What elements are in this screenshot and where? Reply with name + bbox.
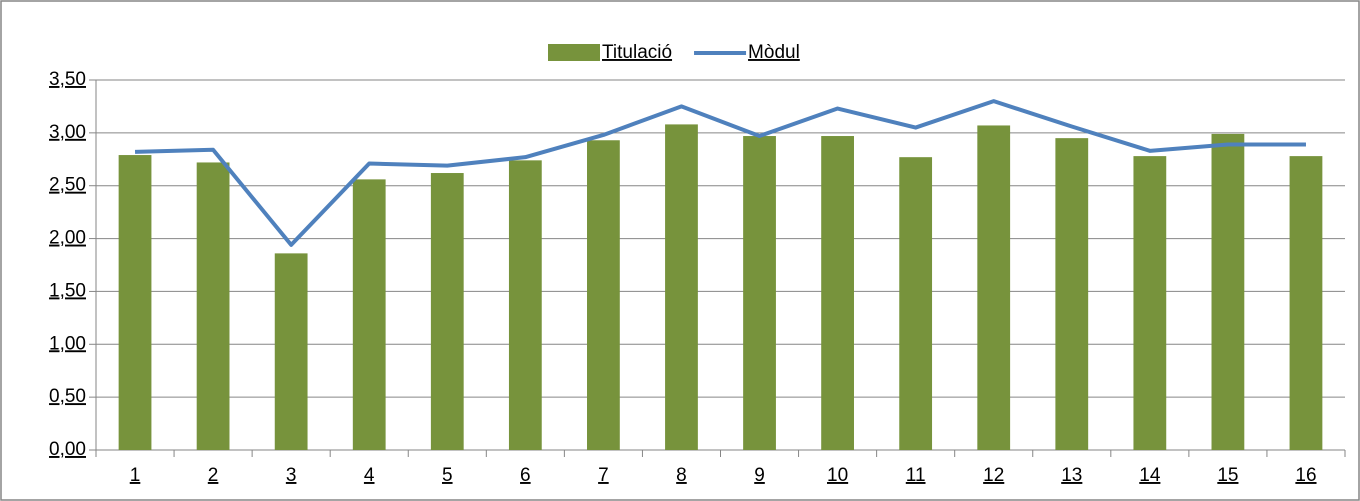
y-tick-label: 1,00 bbox=[49, 333, 86, 354]
x-tick-label: 6 bbox=[520, 465, 531, 486]
x-tick-label: 14 bbox=[1139, 465, 1161, 486]
x-tick-label: 10 bbox=[827, 465, 848, 486]
bar bbox=[899, 157, 933, 450]
x-tick-label: 5 bbox=[442, 465, 453, 486]
x-tick-label: 16 bbox=[1295, 465, 1316, 486]
bar bbox=[977, 125, 1011, 450]
x-tick-label: 15 bbox=[1217, 465, 1238, 486]
y-tick-label: 3,00 bbox=[49, 122, 86, 143]
x-tick-label: 7 bbox=[598, 465, 609, 486]
y-tick-label: 0,00 bbox=[49, 439, 86, 460]
bar bbox=[196, 162, 230, 450]
bar bbox=[1133, 156, 1167, 450]
bar bbox=[821, 136, 854, 450]
bar bbox=[274, 253, 308, 450]
y-tick-label: 0,50 bbox=[49, 386, 86, 407]
x-tick-label: 13 bbox=[1061, 465, 1082, 486]
bar bbox=[118, 155, 152, 451]
bar bbox=[743, 136, 776, 450]
bar bbox=[587, 140, 620, 450]
x-tick-label: 1 bbox=[130, 465, 141, 486]
bar bbox=[1055, 138, 1089, 450]
legend-label: Titulació bbox=[602, 42, 672, 63]
bar bbox=[508, 160, 542, 451]
bar bbox=[430, 173, 464, 450]
x-tick-label: 2 bbox=[208, 465, 219, 486]
y-tick-label: 2,50 bbox=[49, 175, 86, 196]
line bbox=[134, 99, 1306, 247]
y-tick-label: 2,00 bbox=[49, 228, 86, 249]
x-tick-label: 4 bbox=[364, 465, 375, 486]
y-tick-label: 1,50 bbox=[49, 280, 86, 301]
x-tick-label: 3 bbox=[286, 465, 297, 486]
x-tick-label: 12 bbox=[983, 465, 1004, 486]
legend-swatch bbox=[548, 44, 600, 61]
x-tick-label: 9 bbox=[754, 465, 765, 486]
x-tick-label: 8 bbox=[676, 465, 687, 486]
bar bbox=[1289, 156, 1323, 450]
legend-label: Mòdul bbox=[748, 42, 800, 63]
bar bbox=[1211, 133, 1245, 450]
x-tick-label: 11 bbox=[906, 465, 926, 486]
bar bbox=[352, 179, 386, 450]
bar bbox=[665, 124, 698, 451]
y-tick-label: 3,50 bbox=[49, 69, 86, 90]
